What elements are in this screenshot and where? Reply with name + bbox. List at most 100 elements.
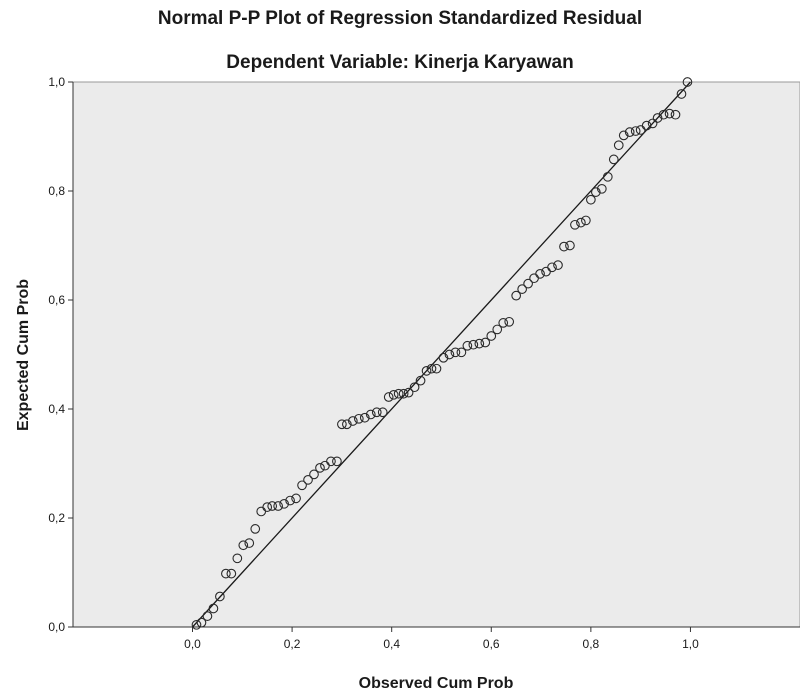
data-point bbox=[221, 568, 231, 579]
data-point bbox=[511, 290, 522, 301]
data-point bbox=[232, 553, 243, 564]
data-point bbox=[332, 456, 342, 467]
x-axis-ticks: 0,0 0,2 0,4 0,6 0,8 1,0 bbox=[184, 627, 699, 651]
data-point bbox=[450, 347, 461, 358]
data-point bbox=[250, 524, 261, 534]
data-point bbox=[590, 187, 601, 197]
x-tick-label: 0,0 bbox=[184, 637, 201, 651]
y-axis-title: Expected Cum Prob bbox=[15, 279, 32, 431]
data-point bbox=[486, 331, 497, 341]
chart-subtitle: Dependent Variable: Kinerja Karyawan bbox=[226, 52, 574, 73]
data-point bbox=[285, 495, 295, 506]
data-point bbox=[624, 127, 635, 137]
data-point bbox=[523, 278, 533, 289]
data-point bbox=[682, 77, 693, 87]
data-point bbox=[238, 540, 249, 551]
x-tick-label: 0,4 bbox=[383, 637, 400, 651]
data-point bbox=[456, 347, 467, 358]
data-point bbox=[215, 591, 225, 602]
data-point bbox=[647, 118, 658, 129]
data-point bbox=[297, 480, 307, 491]
data-point bbox=[641, 120, 652, 131]
data-point bbox=[517, 284, 527, 294]
data-point bbox=[359, 412, 370, 423]
data-point bbox=[468, 339, 479, 350]
data-point bbox=[547, 262, 557, 273]
data-point bbox=[586, 194, 596, 205]
data-point bbox=[303, 475, 313, 485]
data-point bbox=[371, 407, 382, 418]
data-point bbox=[630, 126, 641, 136]
data-point bbox=[658, 109, 669, 120]
x-tick-label: 0,6 bbox=[483, 637, 500, 651]
data-point bbox=[664, 108, 675, 119]
data-point bbox=[652, 113, 663, 123]
data-point bbox=[383, 392, 394, 402]
data-point bbox=[226, 568, 237, 579]
data-point bbox=[618, 130, 629, 141]
data-point bbox=[613, 140, 624, 151]
data-point bbox=[267, 501, 278, 511]
data-point bbox=[581, 215, 591, 226]
data-point bbox=[208, 603, 219, 614]
y-tick-label: 1,0 bbox=[48, 75, 65, 89]
data-point bbox=[365, 409, 376, 420]
data-point bbox=[444, 349, 455, 360]
data-point bbox=[398, 388, 409, 399]
data-point bbox=[676, 89, 687, 99]
data-point bbox=[492, 324, 503, 335]
data-point bbox=[576, 217, 586, 228]
data-point bbox=[353, 413, 364, 424]
data-point bbox=[602, 171, 613, 182]
data-point bbox=[377, 407, 388, 418]
data-point bbox=[415, 375, 426, 386]
data-point bbox=[570, 219, 580, 230]
data-point bbox=[504, 316, 515, 327]
data-point bbox=[608, 154, 619, 165]
data-point bbox=[565, 240, 575, 251]
y-tick-label: 0,4 bbox=[48, 402, 65, 416]
data-points bbox=[191, 77, 693, 630]
data-point bbox=[291, 493, 301, 504]
x-tick-label: 0,2 bbox=[284, 637, 301, 651]
data-point bbox=[262, 502, 273, 512]
data-point bbox=[474, 338, 485, 349]
data-point bbox=[596, 183, 607, 194]
data-point bbox=[309, 469, 319, 480]
data-point bbox=[279, 498, 289, 509]
data-point bbox=[315, 463, 325, 473]
data-point bbox=[403, 387, 414, 398]
data-point bbox=[535, 268, 545, 279]
chart-title: Normal P-P Plot of Regression Standardiz… bbox=[157, 8, 643, 29]
data-point bbox=[431, 363, 442, 374]
data-point bbox=[388, 389, 399, 400]
data-point bbox=[480, 337, 491, 348]
data-point bbox=[498, 318, 509, 328]
data-point bbox=[326, 456, 336, 467]
data-point bbox=[347, 416, 358, 426]
x-axis-title: Observed Cum Prob bbox=[359, 675, 514, 692]
data-point bbox=[438, 352, 449, 363]
x-tick-label: 0,8 bbox=[583, 637, 600, 651]
y-tick-label: 0,6 bbox=[48, 293, 65, 307]
data-point bbox=[393, 388, 404, 399]
data-point bbox=[196, 617, 207, 628]
data-point bbox=[342, 419, 352, 430]
plot-area bbox=[72, 81, 800, 628]
data-point bbox=[202, 611, 213, 621]
data-point bbox=[337, 419, 347, 430]
data-point bbox=[421, 366, 432, 376]
y-tick-label: 0,8 bbox=[48, 184, 65, 198]
y-tick-label: 0,0 bbox=[48, 620, 65, 634]
data-point bbox=[670, 109, 681, 120]
data-point bbox=[426, 363, 437, 374]
data-point bbox=[191, 619, 202, 630]
data-point bbox=[409, 382, 420, 393]
data-point bbox=[273, 501, 284, 511]
y-axis-ticks: 0,0 0,2 0,4 0,6 0,8 1,0 bbox=[48, 75, 73, 634]
data-point bbox=[462, 340, 473, 351]
x-tick-label: 1,0 bbox=[682, 637, 699, 651]
y-tick-label: 0,2 bbox=[48, 511, 65, 525]
data-point bbox=[244, 538, 255, 548]
